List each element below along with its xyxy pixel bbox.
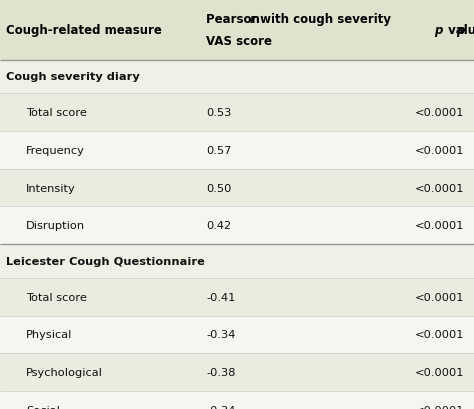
Text: <0.0001: <0.0001: [415, 146, 465, 155]
Text: 0.50: 0.50: [206, 183, 232, 193]
Text: Social: Social: [26, 405, 60, 409]
Text: Total score: Total score: [26, 292, 87, 302]
Text: -0.34: -0.34: [206, 330, 236, 339]
Text: <0.0001: <0.0001: [415, 292, 465, 302]
Text: -0.34: -0.34: [206, 405, 236, 409]
Text: Total score: Total score: [26, 108, 87, 118]
Bar: [0, 245, 474, 278]
Text: Frequency: Frequency: [26, 146, 85, 155]
Text: Disruption: Disruption: [26, 221, 85, 231]
Text: VAS score: VAS score: [206, 35, 272, 47]
Bar: [0, 0, 474, 61]
Text: Psychological: Psychological: [26, 367, 103, 377]
Text: <0.0001: <0.0001: [415, 405, 465, 409]
Text: <0.0001: <0.0001: [415, 330, 465, 339]
Text: Physical: Physical: [26, 330, 73, 339]
Text: Pearson: Pearson: [206, 13, 264, 26]
Text: <0.0001: <0.0001: [415, 221, 465, 231]
Bar: [0, 391, 474, 409]
Text: 0.53: 0.53: [206, 108, 232, 118]
Text: p value: p value: [416, 24, 465, 37]
Bar: [0, 61, 474, 94]
Text: <0.0001: <0.0001: [415, 367, 465, 377]
Bar: [0, 278, 474, 316]
Text: p: p: [434, 24, 442, 37]
Bar: [0, 94, 474, 132]
Text: -0.38: -0.38: [206, 367, 236, 377]
Text: Intensity: Intensity: [26, 183, 76, 193]
Text: 0.42: 0.42: [206, 221, 231, 231]
Bar: [0, 316, 474, 353]
Text: p: p: [456, 24, 465, 37]
Text: value: value: [444, 24, 474, 37]
Text: with cough severity: with cough severity: [256, 13, 391, 26]
Bar: [0, 169, 474, 207]
Bar: [0, 207, 474, 245]
Text: -0.41: -0.41: [206, 292, 236, 302]
Bar: [0, 132, 474, 169]
Text: Cough severity diary: Cough severity diary: [6, 72, 140, 82]
Text: 0.57: 0.57: [206, 146, 232, 155]
Bar: [0, 353, 474, 391]
Text: Cough-related measure: Cough-related measure: [6, 24, 162, 37]
Text: Leicester Cough Questionnaire: Leicester Cough Questionnaire: [6, 256, 205, 266]
Text: <0.0001: <0.0001: [415, 183, 465, 193]
Text: r: r: [250, 13, 255, 26]
Text: <0.0001: <0.0001: [415, 108, 465, 118]
